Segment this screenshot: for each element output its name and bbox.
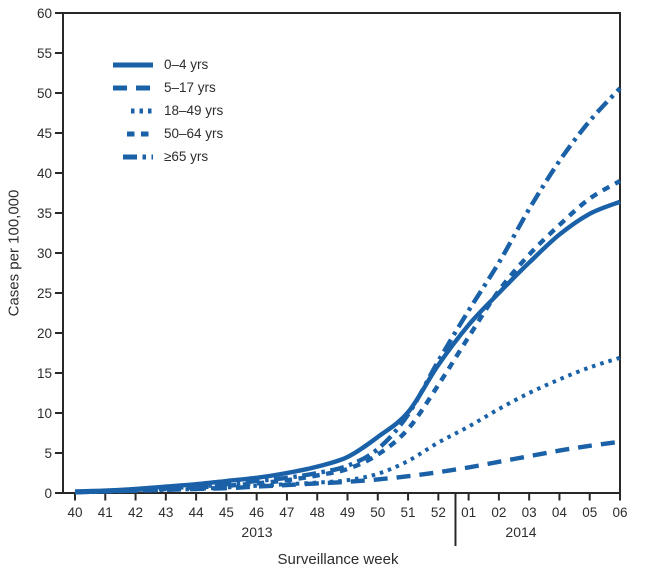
legend: 0–4 yrs 5–17 yrs 18–49 yrs 50–64 yrs ≥65… [111,53,223,168]
x-tick-label: 02 [491,505,506,520]
x-tick-label: 06 [612,505,627,520]
y-tick-label: 50 [37,86,52,101]
legend-line-sample-medium-dash [127,131,153,136]
x-tick-label: 47 [279,505,294,520]
x-tick-label: 03 [522,505,537,520]
x-tick-label: 44 [189,505,205,520]
legend-item-5-17: 5–17 yrs [111,76,223,99]
y-tick-label: 10 [37,406,52,421]
series-line-medium-dash [74,179,622,495]
legend-label: 0–4 yrs [164,57,209,72]
series-line-long-dash [74,439,621,495]
legend-label: 50–64 yrs [164,126,224,141]
x-tick-label: 42 [128,505,143,520]
legend-label: 5–17 yrs [164,80,216,95]
x-tick-label: 48 [310,505,325,520]
y-tick-label: 45 [37,126,52,141]
x-tick-label: 51 [401,505,416,520]
x-tick-label: 50 [370,505,385,520]
x-tick-label: 04 [552,505,568,520]
legend-line-sample-dotted [131,108,153,113]
y-tick-label: 60 [37,6,52,21]
x-tick-label: 52 [431,505,446,520]
year-label-2014: 2014 [505,524,537,540]
x-axis-ticks: 40 41 42 43 44 45 46 47 48 49 50 51 52 01 02 03 04 05 06 [67,493,628,520]
x-tick-label: 49 [340,505,355,520]
series-line-solid [74,199,621,494]
series-line-dash-dot [74,86,622,495]
y-tick-label: 35 [37,206,52,221]
x-tick-label: 01 [461,505,476,520]
x-tick-label: 46 [249,505,264,520]
series-line-dotted [74,355,621,495]
x-tick-label: 05 [582,505,597,520]
legend-item-50-64: 50–64 yrs [111,122,223,145]
y-tick-label: 40 [37,166,52,181]
legend-line-sample-long-dash [113,85,153,90]
legend-line-sample-solid [113,62,153,67]
y-tick-label: 30 [37,246,52,261]
legend-item-0-4: 0–4 yrs [111,53,223,76]
x-axis-title: Surveillance week [277,551,399,568]
legend-item-18-49: 18–49 yrs [111,99,223,122]
y-axis-ticks: 0 5 10 15 20 25 30 35 40 45 50 55 60 [37,6,63,501]
legend-label: 18–49 yrs [164,103,224,118]
y-tick-label: 0 [44,486,52,501]
x-tick-label: 41 [98,505,113,520]
x-tick-label: 45 [219,505,234,520]
y-tick-label: 25 [37,286,52,301]
legend-line-sample-dash-dot [123,154,153,159]
y-tick-label: 20 [37,326,52,341]
y-tick-label: 5 [44,446,52,461]
x-tick-label: 43 [158,505,173,520]
legend-item-65plus: ≥65 yrs [111,145,223,168]
y-tick-label: 55 [37,46,52,61]
y-axis-title: Cases per 100,000 [5,189,23,317]
y-tick-label: 15 [37,366,52,381]
legend-label: ≥65 yrs [164,149,209,164]
x-tick-label: 40 [67,505,82,520]
year-label-2013: 2013 [241,524,273,540]
